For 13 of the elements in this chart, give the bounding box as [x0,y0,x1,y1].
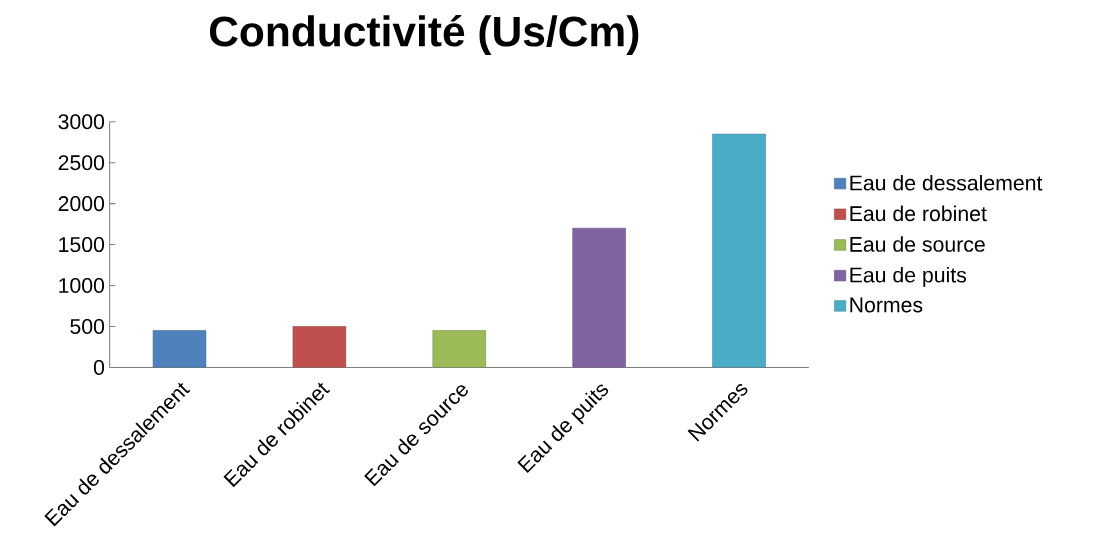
y-tick-label: 2000 [58,196,105,212]
chart-title: Conductivité (Us/Cm) [209,14,639,55]
legend-label: Eau de dessalement [850,174,1043,191]
y-tick-label: 500 [70,318,105,334]
legend-label: Eau de puits [850,266,967,287]
legend-label: Normes [850,297,923,313]
legend-label: Eau de robinet [850,205,987,222]
y-tick-label: 0 [93,359,105,375]
y-tick-label: 2500 [58,155,105,171]
y-tick-label: 3000 [58,114,105,130]
y-tick-label: 1500 [59,236,105,252]
y-tick-label: 1000 [59,277,105,293]
legend-label: Eau de source [850,236,985,252]
